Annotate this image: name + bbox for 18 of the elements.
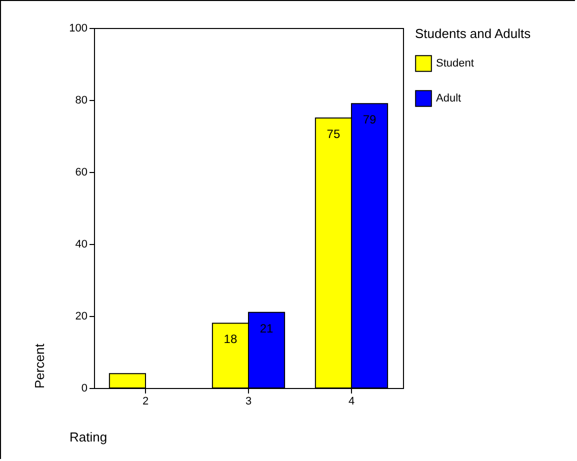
y-axis-title: Percent [32, 343, 48, 388]
legend-label: Adult [436, 92, 462, 104]
y-tick-label: 100 [69, 22, 88, 34]
data-label: 75 [326, 127, 340, 141]
x-tick-label: 2 [142, 396, 149, 408]
data-label: 18 [224, 332, 238, 346]
y-tick-label: 80 [75, 94, 88, 106]
data-label: 79 [362, 112, 377, 127]
y-tick-label: 60 [75, 166, 88, 178]
x-tick-label: 3 [245, 396, 252, 408]
legend-title: Students and Adults [415, 26, 532, 41]
x-tick-label: 4 [348, 396, 355, 408]
y-tick-label: 20 [75, 310, 88, 322]
y-tick-label: 0 [81, 382, 88, 394]
data-label: 21 [260, 321, 274, 336]
x-axis-title: Rating [70, 430, 108, 444]
y-tick-label: 40 [75, 238, 88, 250]
legend-label: Student [436, 58, 474, 70]
